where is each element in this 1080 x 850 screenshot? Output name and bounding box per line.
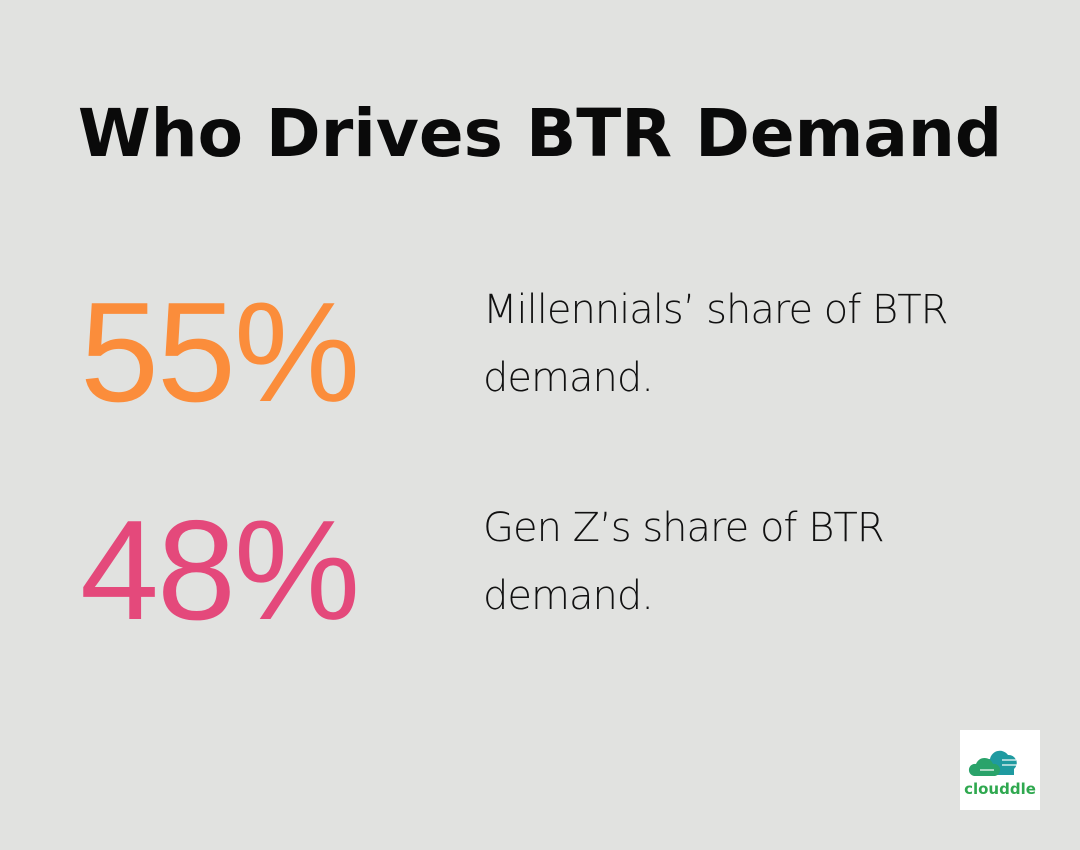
genz-stat-value: 48%	[80, 491, 360, 650]
millennials-stat-value: 55%	[80, 273, 360, 432]
millennials-stat-description: Millennials’ share of BTR demand.	[483, 287, 948, 401]
genz-stat-description: Gen Z’s share of BTR demand.	[483, 505, 885, 619]
page-title: Who Drives BTR Demand	[77, 95, 1003, 172]
clouddle-logo: clouddle	[960, 730, 1040, 810]
logo-text: clouddle	[964, 780, 1036, 798]
cloud-icon	[968, 750, 1018, 776]
